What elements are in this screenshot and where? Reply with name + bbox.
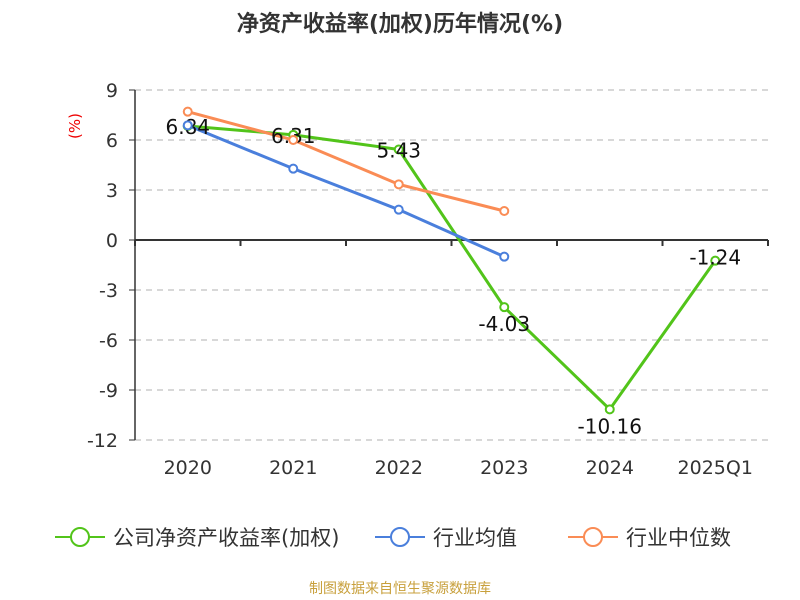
- chart-title: 净资产收益率(加权)历年情况(%): [236, 12, 564, 37]
- legend-marker: [390, 527, 410, 547]
- data-point: [499, 206, 510, 216]
- data-point: [288, 163, 299, 174]
- data-label: -1.24: [689, 246, 741, 270]
- legend-label: 行业均值: [433, 526, 517, 550]
- legend-marker: [70, 527, 90, 547]
- legend-label: 公司净资产收益率(加权): [113, 526, 339, 550]
- y-tick-label: 0: [106, 230, 118, 252]
- series-line-2: [187, 110, 505, 213]
- y-tick-label: 6: [106, 130, 118, 152]
- y-tick-label: -9: [99, 380, 118, 402]
- y-tick-label: 9: [106, 80, 118, 102]
- legend-marker: [583, 527, 603, 547]
- data-label: 5.43: [376, 139, 421, 163]
- x-tick-label: 2020: [164, 457, 212, 479]
- series-line-0: [187, 124, 717, 412]
- x-tick-label: 2022: [375, 457, 423, 479]
- legend-label: 行业中位数: [626, 526, 731, 550]
- data-point: [393, 179, 404, 190]
- y-axis-label: (%): [66, 113, 84, 139]
- data-label: -4.03: [478, 312, 530, 336]
- series-line-1: [187, 123, 505, 259]
- data-point: [182, 106, 193, 117]
- y-tick-label: -6: [99, 330, 118, 352]
- data-point: [499, 302, 510, 313]
- data-point: [393, 144, 404, 155]
- data-point: [710, 255, 721, 266]
- data-point: [499, 251, 510, 262]
- x-tick-label: 2023: [480, 457, 528, 479]
- source-footer: 制图数据来自恒生聚源数据库: [309, 581, 491, 597]
- data-point: [393, 204, 404, 215]
- data-point: [182, 120, 193, 131]
- data-point: [604, 404, 615, 415]
- y-tick-label: -3: [99, 280, 118, 302]
- data-label: -10.16: [578, 414, 642, 438]
- data-point: [288, 135, 299, 145]
- y-tick-label: 3: [106, 180, 118, 202]
- x-tick-label: 2024: [586, 457, 634, 479]
- x-tick-label: 2025Q1: [678, 457, 753, 479]
- x-tick-label: 2021: [269, 457, 317, 479]
- y-tick-label: -12: [87, 430, 118, 452]
